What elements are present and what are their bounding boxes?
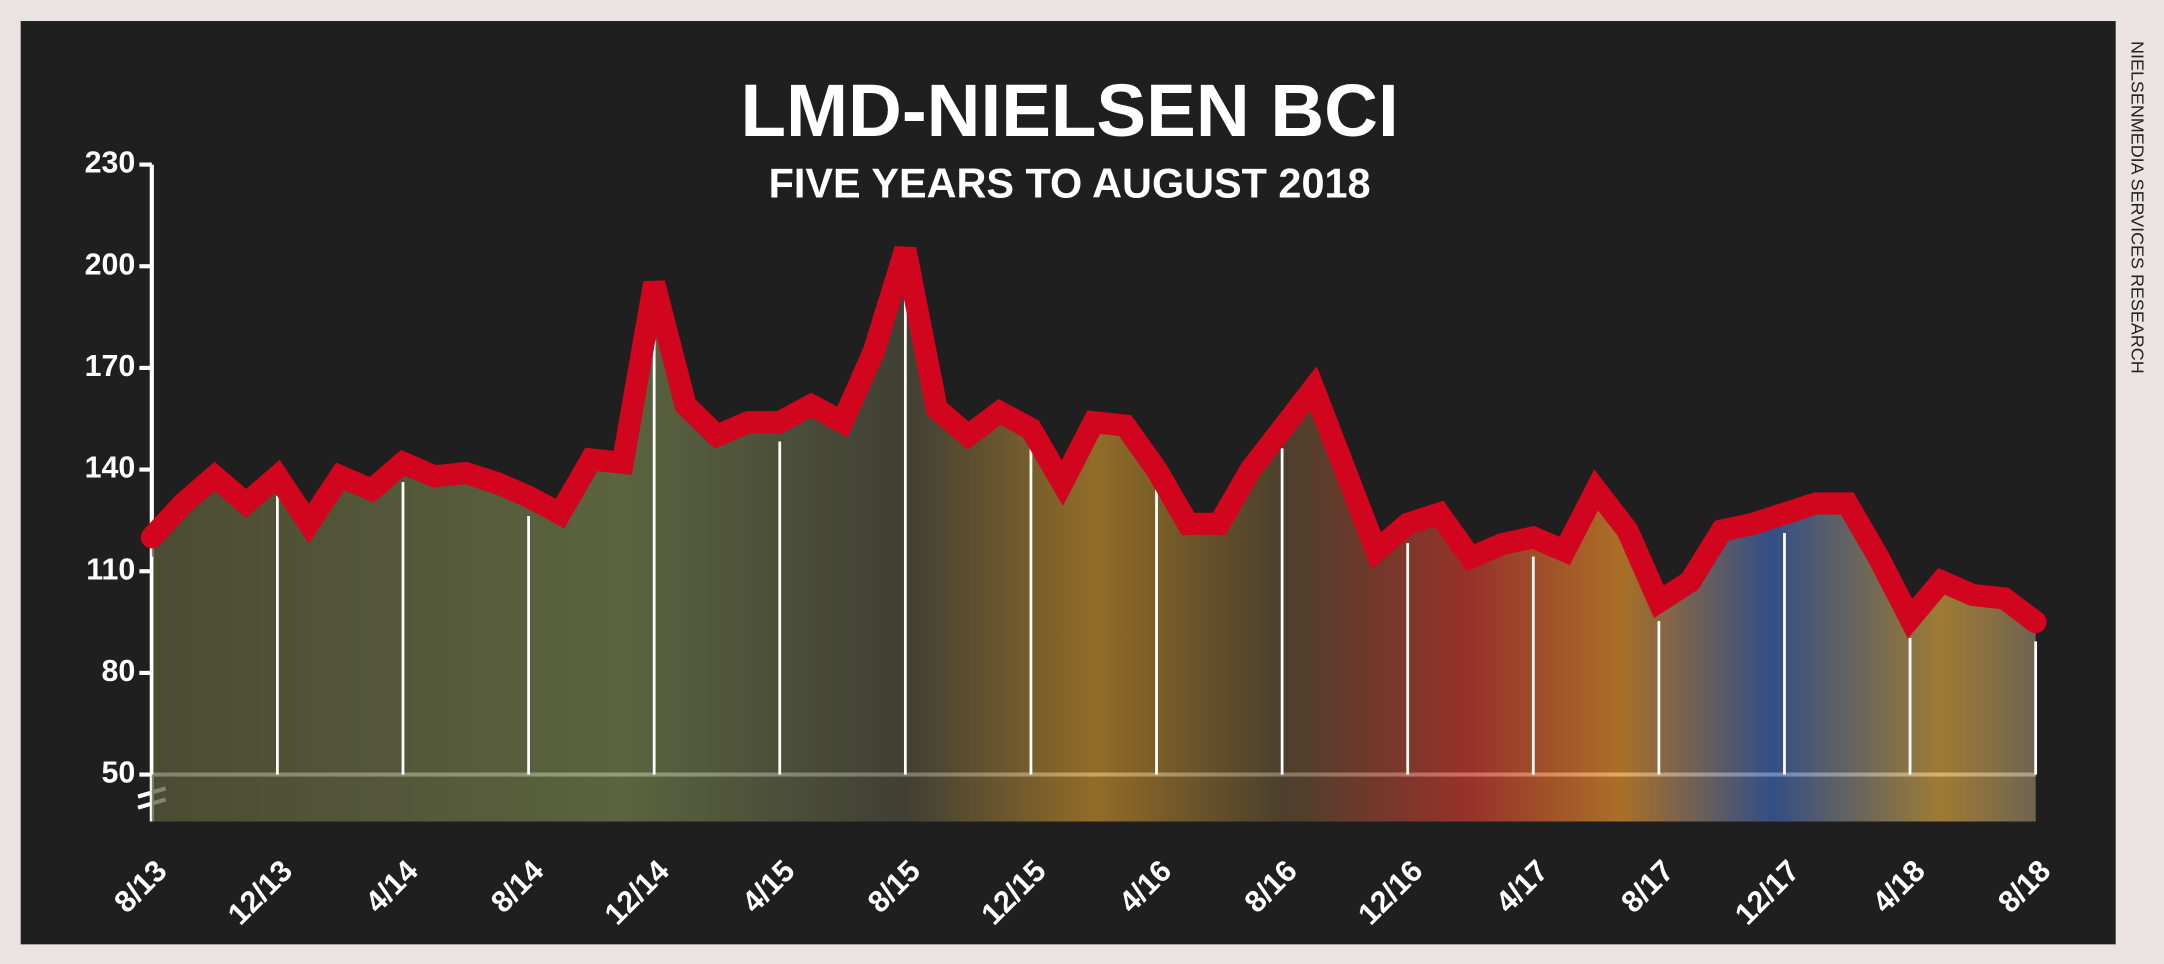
source-note: NIELSENMEDIA SERVICES RESEARCH — [2128, 41, 2148, 374]
chart-subtitle: FIVE YEARS TO AUGUST 2018 — [769, 161, 1371, 207]
chart-title: LMD-NIELSEN BCI — [740, 69, 1398, 152]
line — [140, 246, 2047, 639]
y-tick-label: 50 — [101, 757, 135, 790]
y-tick-label: 110 — [86, 553, 135, 586]
y-tick-label: 170 — [85, 350, 136, 383]
y-tick-label: 200 — [85, 248, 136, 281]
y-tick-label: 140 — [85, 452, 136, 485]
area — [151, 249, 2036, 822]
y-tick-label: 80 — [101, 655, 135, 688]
y-tick-label: 230 — [85, 147, 136, 180]
